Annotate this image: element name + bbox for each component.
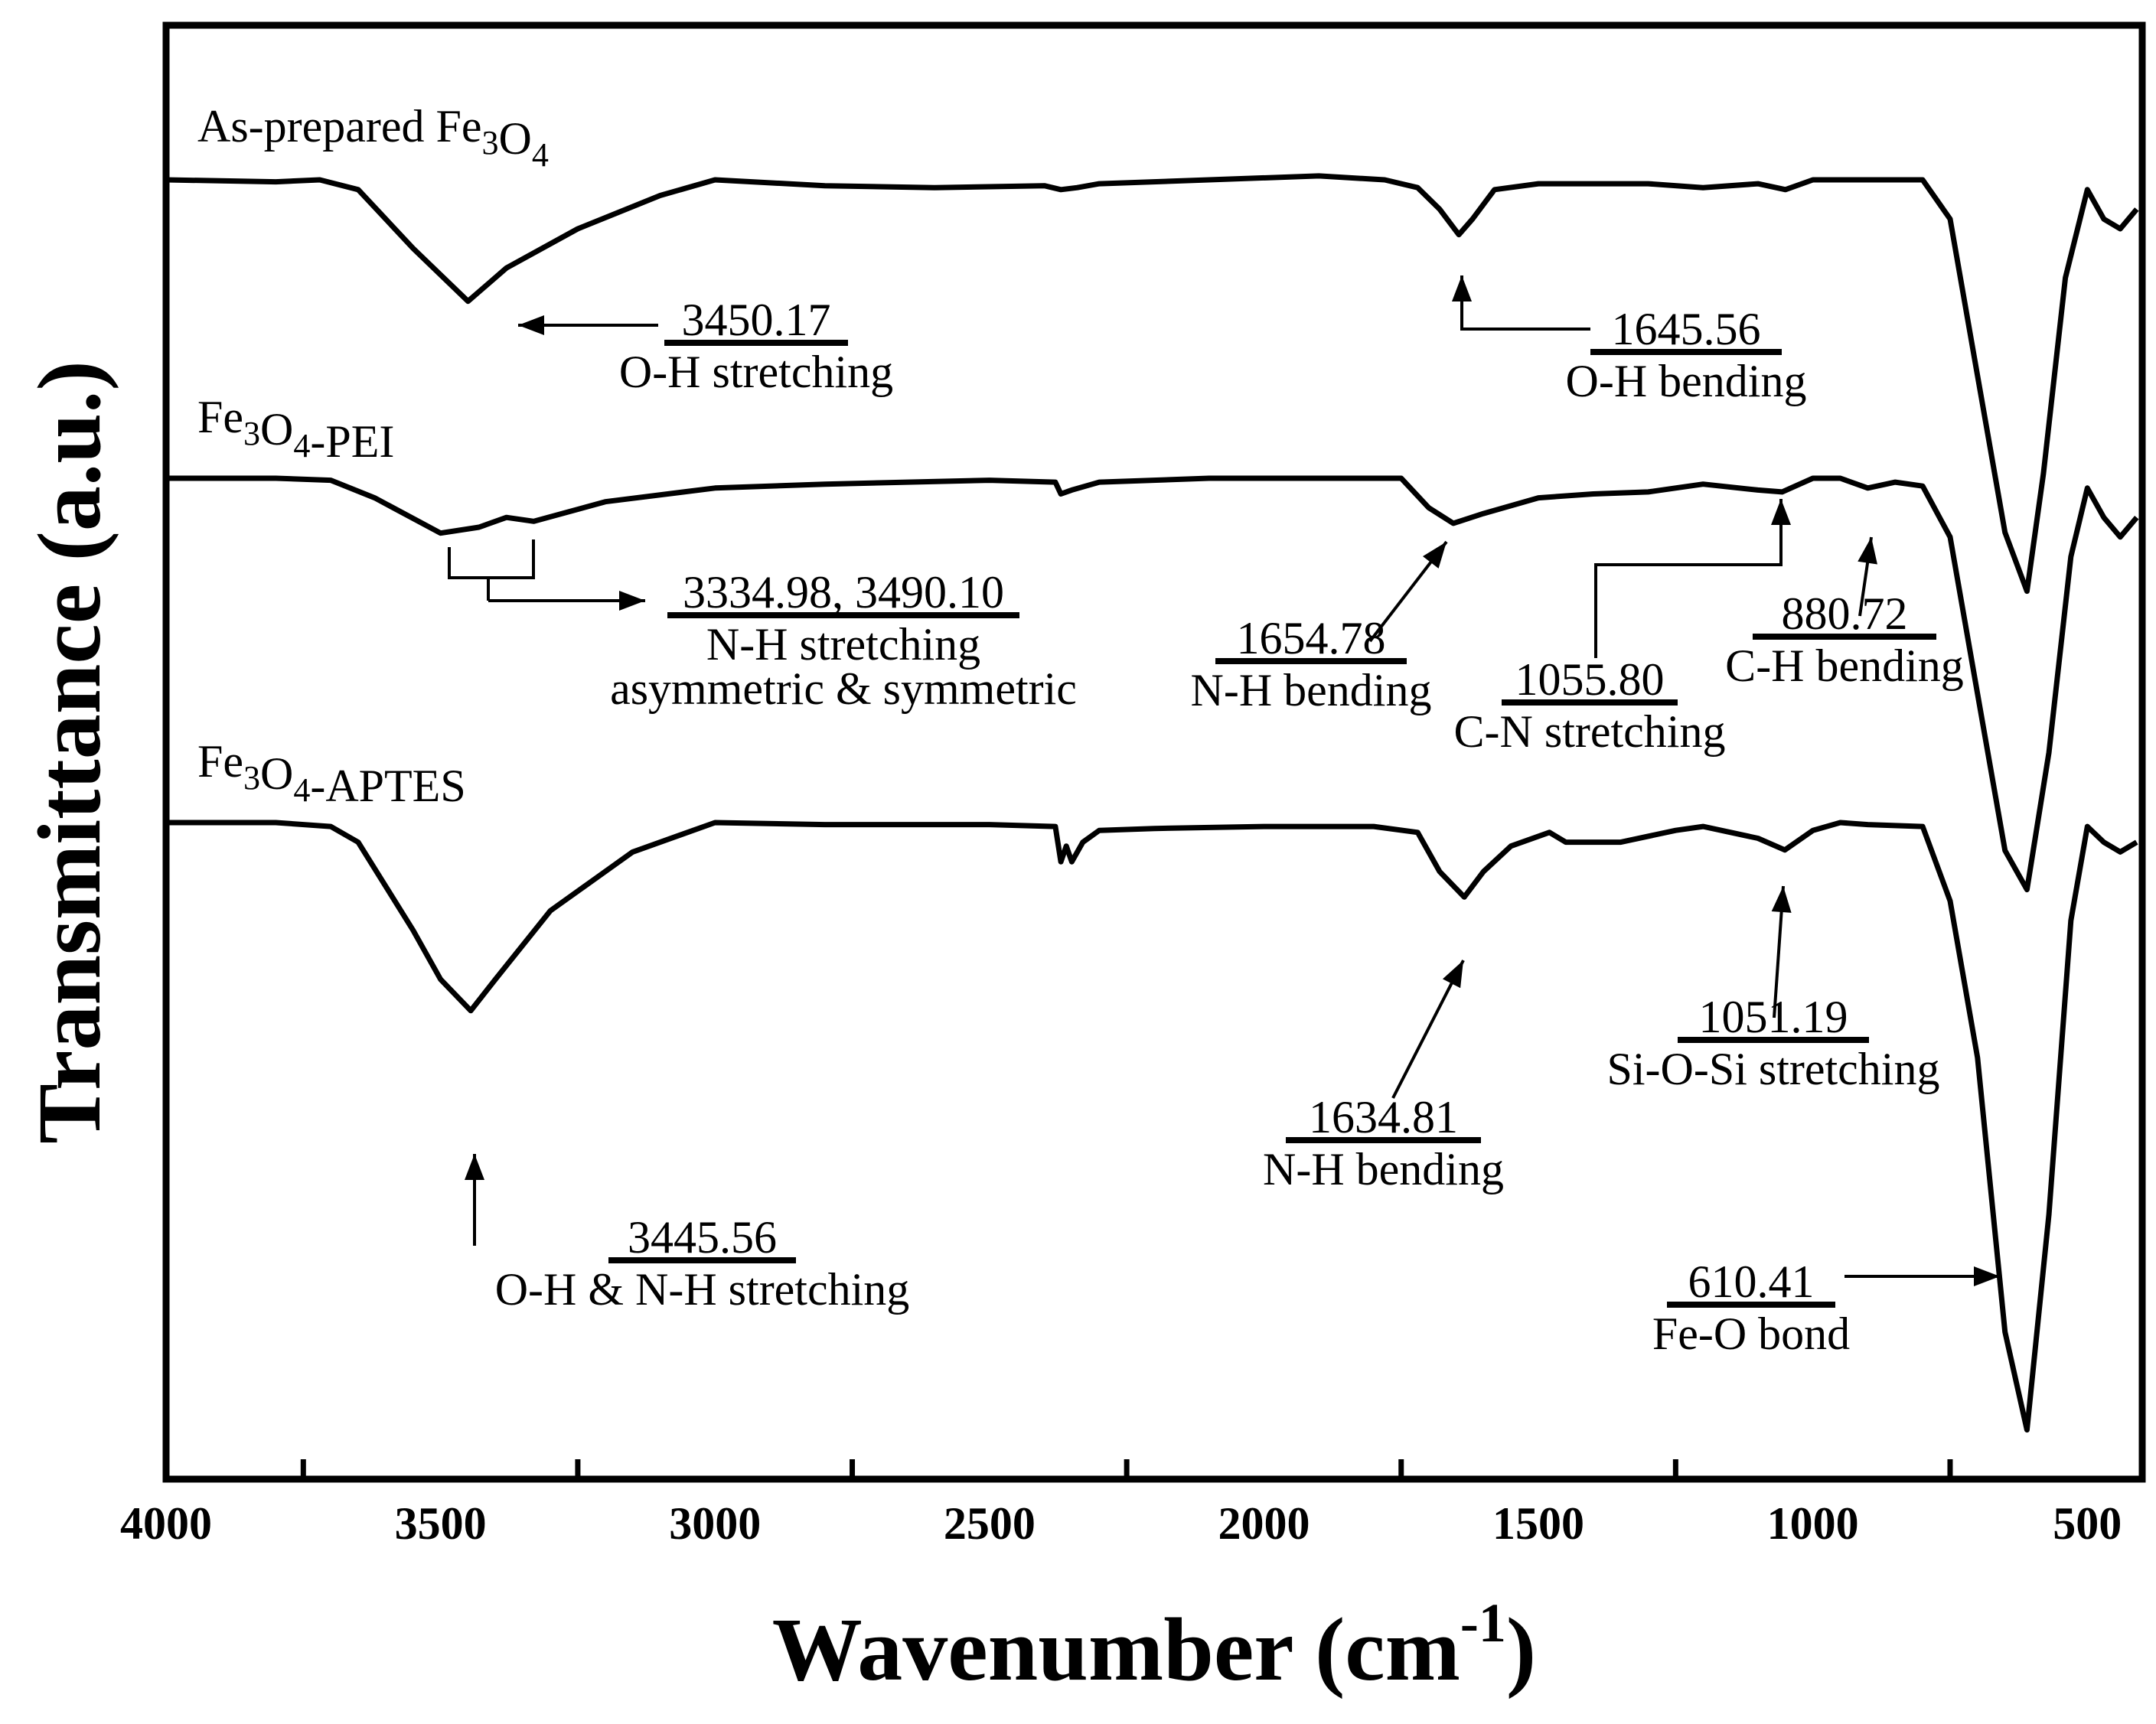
arrow-1634-head — [1442, 960, 1463, 989]
x-ticks: 4000 3500 3000 2500 2000 1500 1000 500 — [120, 1459, 2122, 1549]
series-line — [166, 820, 2138, 1433]
series-label: As-prepared Fe3O4 — [197, 101, 549, 174]
arrow-1645-head — [1452, 275, 1472, 301]
annotation-desc: O-H stretching — [619, 347, 893, 397]
annotation-desc: N-H bending — [1191, 665, 1432, 715]
x-tick-label: 3000 — [669, 1498, 761, 1549]
x-tick-label: 1000 — [1767, 1498, 1859, 1549]
arrow-1055-line — [1594, 499, 1783, 658]
annotation-desc: Si-O-Si stretching — [1607, 1044, 1940, 1094]
series-label-part: 4 — [293, 427, 310, 464]
series-label-part: Fe — [197, 736, 243, 787]
annotation-value: 3445.56 — [628, 1212, 777, 1263]
arrow-3335-head — [619, 591, 645, 611]
series-label-part: Fe — [197, 392, 243, 442]
x-axis-title-close: ) — [1506, 1599, 1536, 1700]
series-label-part: 3 — [243, 759, 260, 797]
x-tick-label: 2000 — [1218, 1498, 1310, 1549]
series-label-part: -APTES — [310, 761, 465, 811]
plot-frame — [162, 21, 2146, 1483]
annotation-desc: C-N stretching — [1454, 706, 1726, 757]
annotation-value: 1654.78 — [1237, 613, 1386, 663]
series-line — [165, 173, 2139, 595]
arrow-3445-head — [465, 1154, 484, 1180]
x-tick-label: 1500 — [1492, 1498, 1584, 1549]
series-label-part: O — [260, 748, 293, 799]
series-group — [165, 173, 2139, 1433]
series-label: Fe3O4-APTES — [197, 736, 466, 811]
x-axis-title-sup: -1 — [1460, 1592, 1506, 1654]
annotation-value: 1634.81 — [1309, 1092, 1458, 1142]
series-label-part: O — [260, 404, 293, 455]
series-label-part: O — [499, 113, 532, 164]
annotation-value: 1055.80 — [1515, 654, 1665, 705]
annotations: 3450.17O-H stretching 1645.56O-H bending 3… — [448, 275, 2000, 1359]
annotation-desc: Fe-O bond — [1652, 1308, 1850, 1359]
arrow-1055-head — [1771, 499, 1791, 525]
arrow-3450-head — [518, 315, 544, 335]
annotation-desc: O-H & N-H stretching — [495, 1264, 910, 1315]
y-axis-title: Transmittance (a.u.) — [19, 360, 119, 1144]
arrow-1645-line — [1460, 275, 1590, 331]
annotation-desc: N-H bending — [1263, 1144, 1504, 1194]
bracket-3335 — [448, 539, 535, 579]
arrow-1051-head — [1771, 886, 1792, 913]
series-label-part: 3 — [243, 415, 260, 452]
x-axis-title: Wavenumber (cm-1) — [772, 1592, 1536, 1700]
annotation-desc: N-H stretching — [706, 619, 980, 670]
annotation-value: 1645.56 — [1612, 304, 1761, 354]
series-label-part: 3 — [482, 124, 499, 161]
series-line — [166, 475, 2139, 893]
arrow-880-head — [1858, 537, 1877, 565]
x-axis-title-main: Wavenumber (cm — [772, 1599, 1460, 1700]
annotation-value: 610.41 — [1688, 1256, 1815, 1307]
series-label-part: -PEI — [310, 416, 394, 467]
series-label-part: 4 — [293, 771, 310, 809]
annotation-desc2: asymmetric & symmetric — [610, 663, 1077, 714]
annotation-desc: O-H bending — [1566, 356, 1807, 406]
annotation-value: 3450.17 — [682, 295, 831, 345]
annotation-value: 880.72 — [1782, 588, 1908, 639]
x-tick-label: 2500 — [944, 1498, 1036, 1549]
annotation-value: 3334.98, 3490.10 — [683, 567, 1004, 618]
x-tick-label: 500 — [2053, 1498, 2122, 1549]
x-tick-label: 3500 — [395, 1498, 487, 1549]
arrow-610-head — [1974, 1266, 2000, 1286]
arrow-1654-head — [1422, 542, 1447, 569]
series-label-part: 4 — [532, 136, 549, 174]
annotation-desc: C-H bending — [1725, 640, 1964, 691]
series-label-part: As-prepared Fe — [197, 101, 482, 152]
x-tick-label: 4000 — [120, 1498, 212, 1549]
series-label: Fe3O4-PEI — [197, 392, 394, 467]
